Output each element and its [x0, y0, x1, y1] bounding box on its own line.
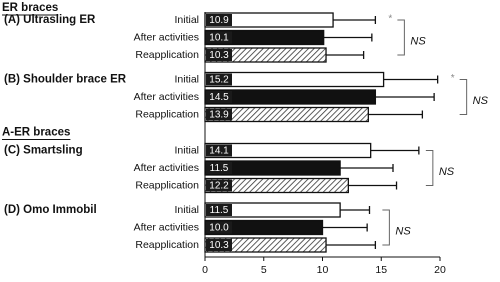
value-label-box: [206, 204, 232, 216]
bracket-label: NS: [473, 95, 489, 107]
group-title: (B) Shoulder brace ER: [4, 74, 127, 86]
value-label: 10.9: [209, 15, 229, 26]
x-tick-label: 10: [317, 264, 329, 276]
value-label-box: [206, 91, 232, 103]
value-label: 10.3: [209, 240, 229, 251]
value-label-box: [206, 14, 232, 26]
value-label: 14.1: [209, 146, 229, 157]
bracket: [425, 150, 434, 186]
section-title: ER braces: [2, 2, 58, 14]
value-label: 13.9: [209, 110, 229, 121]
group-title: (C) Smartsling: [4, 145, 83, 157]
category-label: After activities: [134, 162, 199, 174]
significance-marker: *: [388, 14, 392, 25]
group-title: (D) Omo Immobil: [4, 204, 97, 216]
x-tick-label: 0: [202, 264, 208, 276]
value-label: 10.0: [209, 223, 229, 234]
group-title: (A) Ultrasling ER: [4, 14, 96, 26]
value-label-box: [206, 73, 232, 86]
category-label: Initial: [174, 14, 199, 26]
x-tick-label: 20: [434, 264, 446, 276]
category-label: After activities: [134, 91, 199, 103]
category-label: After activities: [134, 31, 199, 43]
value-label: 12.2: [209, 181, 229, 192]
category-label: Reapplication: [135, 179, 199, 191]
value-label-box: [206, 239, 232, 251]
value-label-box: [206, 179, 232, 192]
bracket-label: NS: [395, 225, 411, 237]
section-title: A-ER braces: [2, 127, 70, 139]
category-label: Reapplication: [135, 239, 199, 251]
value-label-box: [206, 144, 232, 157]
bracket: [459, 79, 468, 115]
value-label: 11.5: [210, 163, 229, 174]
value-label-box: [206, 162, 232, 174]
value-label: 14.5: [209, 92, 229, 103]
value-label: 11.5: [210, 205, 229, 216]
category-label: Initial: [174, 144, 199, 156]
significance-marker: *: [451, 73, 455, 84]
bracket-label: NS: [410, 35, 426, 47]
bracket-label: NS: [439, 166, 455, 178]
category-label: Initial: [174, 204, 199, 216]
bracket: [397, 19, 405, 56]
value-label: 10.3: [209, 50, 229, 61]
value-label: 15.2: [209, 75, 229, 86]
x-tick-label: 15: [375, 264, 387, 276]
category-label: Reapplication: [135, 49, 199, 61]
category-label: Reapplication: [135, 108, 199, 120]
category-label: Initial: [174, 73, 199, 85]
value-label-box: [206, 108, 232, 121]
bracket: [382, 209, 390, 246]
value-label: 10.1: [209, 33, 229, 44]
value-label-box: [206, 49, 232, 61]
value-label-box: [206, 31, 232, 44]
x-tick-label: 5: [261, 264, 267, 276]
value-label-box: [206, 221, 232, 234]
category-label: After activities: [134, 221, 199, 233]
